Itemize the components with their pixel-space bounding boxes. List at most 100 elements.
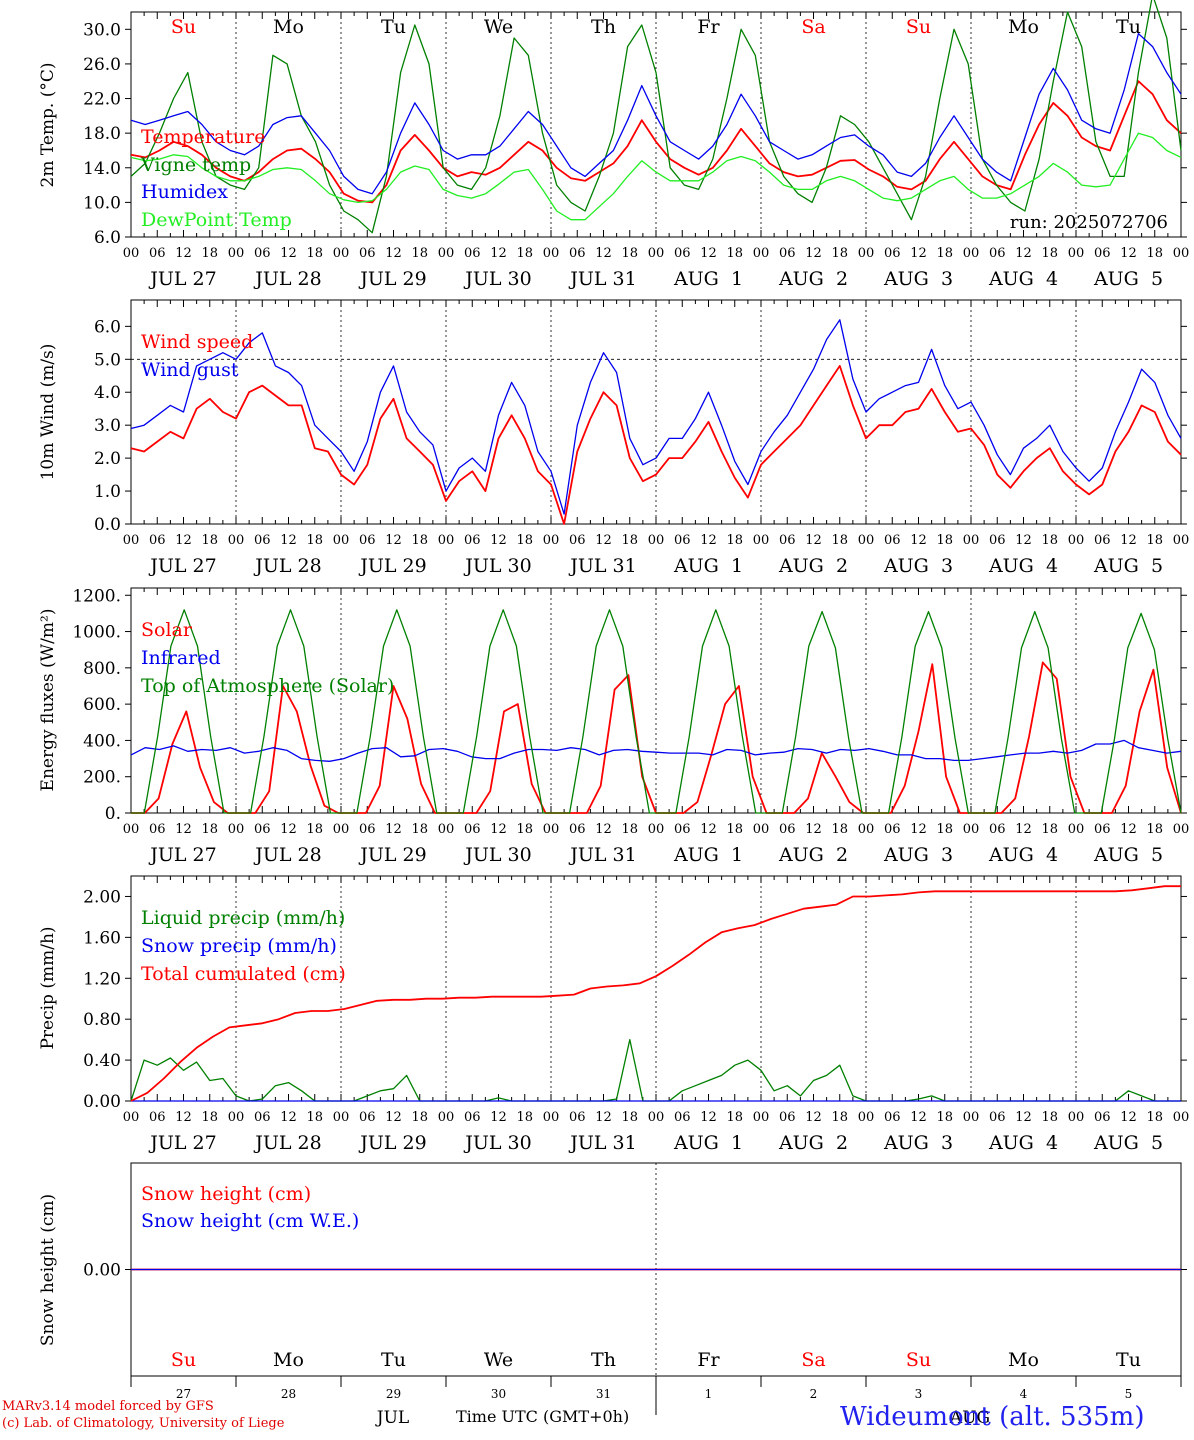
hour-label: 18: [726, 822, 743, 837]
hour-label: 18: [726, 533, 743, 548]
hour-label: 06: [779, 533, 796, 548]
hour-label: 00: [228, 246, 245, 261]
day-number: 2: [810, 1387, 818, 1401]
hour-label: 18: [516, 1110, 533, 1125]
hour-label: 12: [280, 246, 297, 261]
credit-model: MARv3.14 model forced by GFS: [2, 1399, 214, 1414]
date-label: JUL 29: [358, 1132, 426, 1154]
hour-label: 00: [333, 533, 350, 548]
y-axis-label: Energy fluxes (W/m²): [38, 609, 58, 792]
date-label: AUG 3: [883, 1132, 953, 1154]
date-label: JUL 31: [568, 844, 636, 866]
hour-label: 00: [123, 1110, 140, 1125]
y-tick-label: 6.0: [94, 317, 121, 337]
hour-label: 00: [123, 822, 140, 837]
station-name: Wideumont (alt. 535m): [840, 1402, 1145, 1432]
weekday-label: Tu: [1116, 1349, 1141, 1371]
hour-label: 18: [831, 533, 848, 548]
hour-label: 00: [228, 822, 245, 837]
weekday-label: Su: [906, 16, 931, 38]
weekday-label: Mo: [273, 1349, 304, 1371]
hour-label: 00: [858, 533, 875, 548]
date-label: AUG 5: [1093, 1132, 1163, 1154]
y-tick-label: 0.80: [83, 1010, 121, 1030]
hour-label: 12: [700, 533, 717, 548]
hour-label: 06: [569, 246, 586, 261]
hour-label: 18: [306, 246, 323, 261]
series-line: [130, 132, 1182, 221]
hour-label: 12: [175, 533, 192, 548]
hour-label: 18: [201, 246, 218, 261]
series-line: [131, 609, 1182, 814]
y-tick-label: 0.: [105, 804, 121, 824]
date-label: AUG 4: [988, 1132, 1058, 1154]
hour-label: 18: [201, 533, 218, 548]
y-tick-label: 0.0: [94, 515, 121, 535]
series-line: [130, 739, 1182, 762]
hour-label: 00: [963, 822, 980, 837]
weekday-label: Fr: [697, 16, 720, 38]
weekday-label: Fr: [697, 1349, 720, 1371]
date-label: JUL 28: [253, 555, 321, 577]
hour-label: 12: [805, 246, 822, 261]
hour-label: 12: [910, 1110, 927, 1125]
hour-label: 12: [805, 822, 822, 837]
hour-label: 18: [936, 822, 953, 837]
hour-label: 12: [1015, 246, 1032, 261]
legend-entry: Wind speed: [141, 331, 253, 353]
date-label: JUL 30: [463, 1132, 531, 1154]
hour-label: 00: [438, 1110, 455, 1125]
weekday-label: We: [484, 16, 513, 38]
day-number: 1: [705, 1387, 713, 1401]
hour-label: 00: [648, 533, 665, 548]
hour-label: 18: [936, 533, 953, 548]
hour-label: 06: [254, 533, 271, 548]
hour-label: 00: [438, 533, 455, 548]
hour-label: 06: [464, 1110, 481, 1125]
weekday-label: Su: [171, 1349, 196, 1371]
date-label: AUG 4: [988, 844, 1058, 866]
hour-label: 00: [1173, 246, 1190, 261]
date-label: JUL 30: [463, 268, 531, 290]
hour-label: 06: [254, 246, 271, 261]
panel-5: 0.00 Snow height (cm) Snow height (cm) Snow…: [38, 1162, 1187, 1377]
weekday-label: Sa: [801, 1349, 825, 1371]
hour-label: 18: [306, 533, 323, 548]
credit-lab: (c) Lab. of Climatology, University of L…: [2, 1416, 285, 1431]
hour-label: 00: [333, 1110, 350, 1125]
date-label: AUG 2: [778, 1132, 848, 1154]
hour-label: 06: [674, 822, 691, 837]
hour-label: 18: [831, 1110, 848, 1125]
hour-label: 12: [700, 822, 717, 837]
weekday-label: Th: [591, 1349, 616, 1371]
y-axis-label: Precip (mm/h): [38, 926, 58, 1049]
hour-label: 06: [569, 822, 586, 837]
hour-label: 00: [753, 246, 770, 261]
legend-entry: Snow height (cm): [141, 1183, 311, 1205]
hour-label: 00: [543, 246, 560, 261]
hour-label: 00: [963, 1110, 980, 1125]
date-label: JUL 29: [358, 268, 426, 290]
hour-label: 18: [621, 533, 638, 548]
date-label: JUL 29: [358, 555, 426, 577]
legend-entry: Liquid precip (mm/h): [141, 907, 345, 929]
month-label: AUG: [949, 1408, 990, 1428]
hour-label: 12: [700, 246, 717, 261]
date-label: AUG 2: [778, 268, 848, 290]
hour-label: 18: [516, 822, 533, 837]
panel-4: 0.00 0.40 0.80 1.20 1.60 2.00 Precip (mm/h) Liq…: [38, 875, 1189, 1154]
y-tick-label: 26.0: [83, 55, 121, 75]
hour-label: 18: [936, 246, 953, 261]
hour-label: 12: [595, 246, 612, 261]
y-tick-label: 0.00: [83, 1092, 121, 1112]
hour-label: 06: [674, 533, 691, 548]
hour-label: 06: [254, 1110, 271, 1125]
hour-label: 18: [621, 1110, 638, 1125]
hour-label: 12: [1120, 246, 1137, 261]
hour-label: 00: [438, 822, 455, 837]
hour-label: 06: [359, 246, 376, 261]
hour-label: 06: [359, 822, 376, 837]
series-line: [130, 80, 1182, 204]
hour-label: 00: [333, 822, 350, 837]
y-tick-label: 4.0: [94, 383, 121, 403]
